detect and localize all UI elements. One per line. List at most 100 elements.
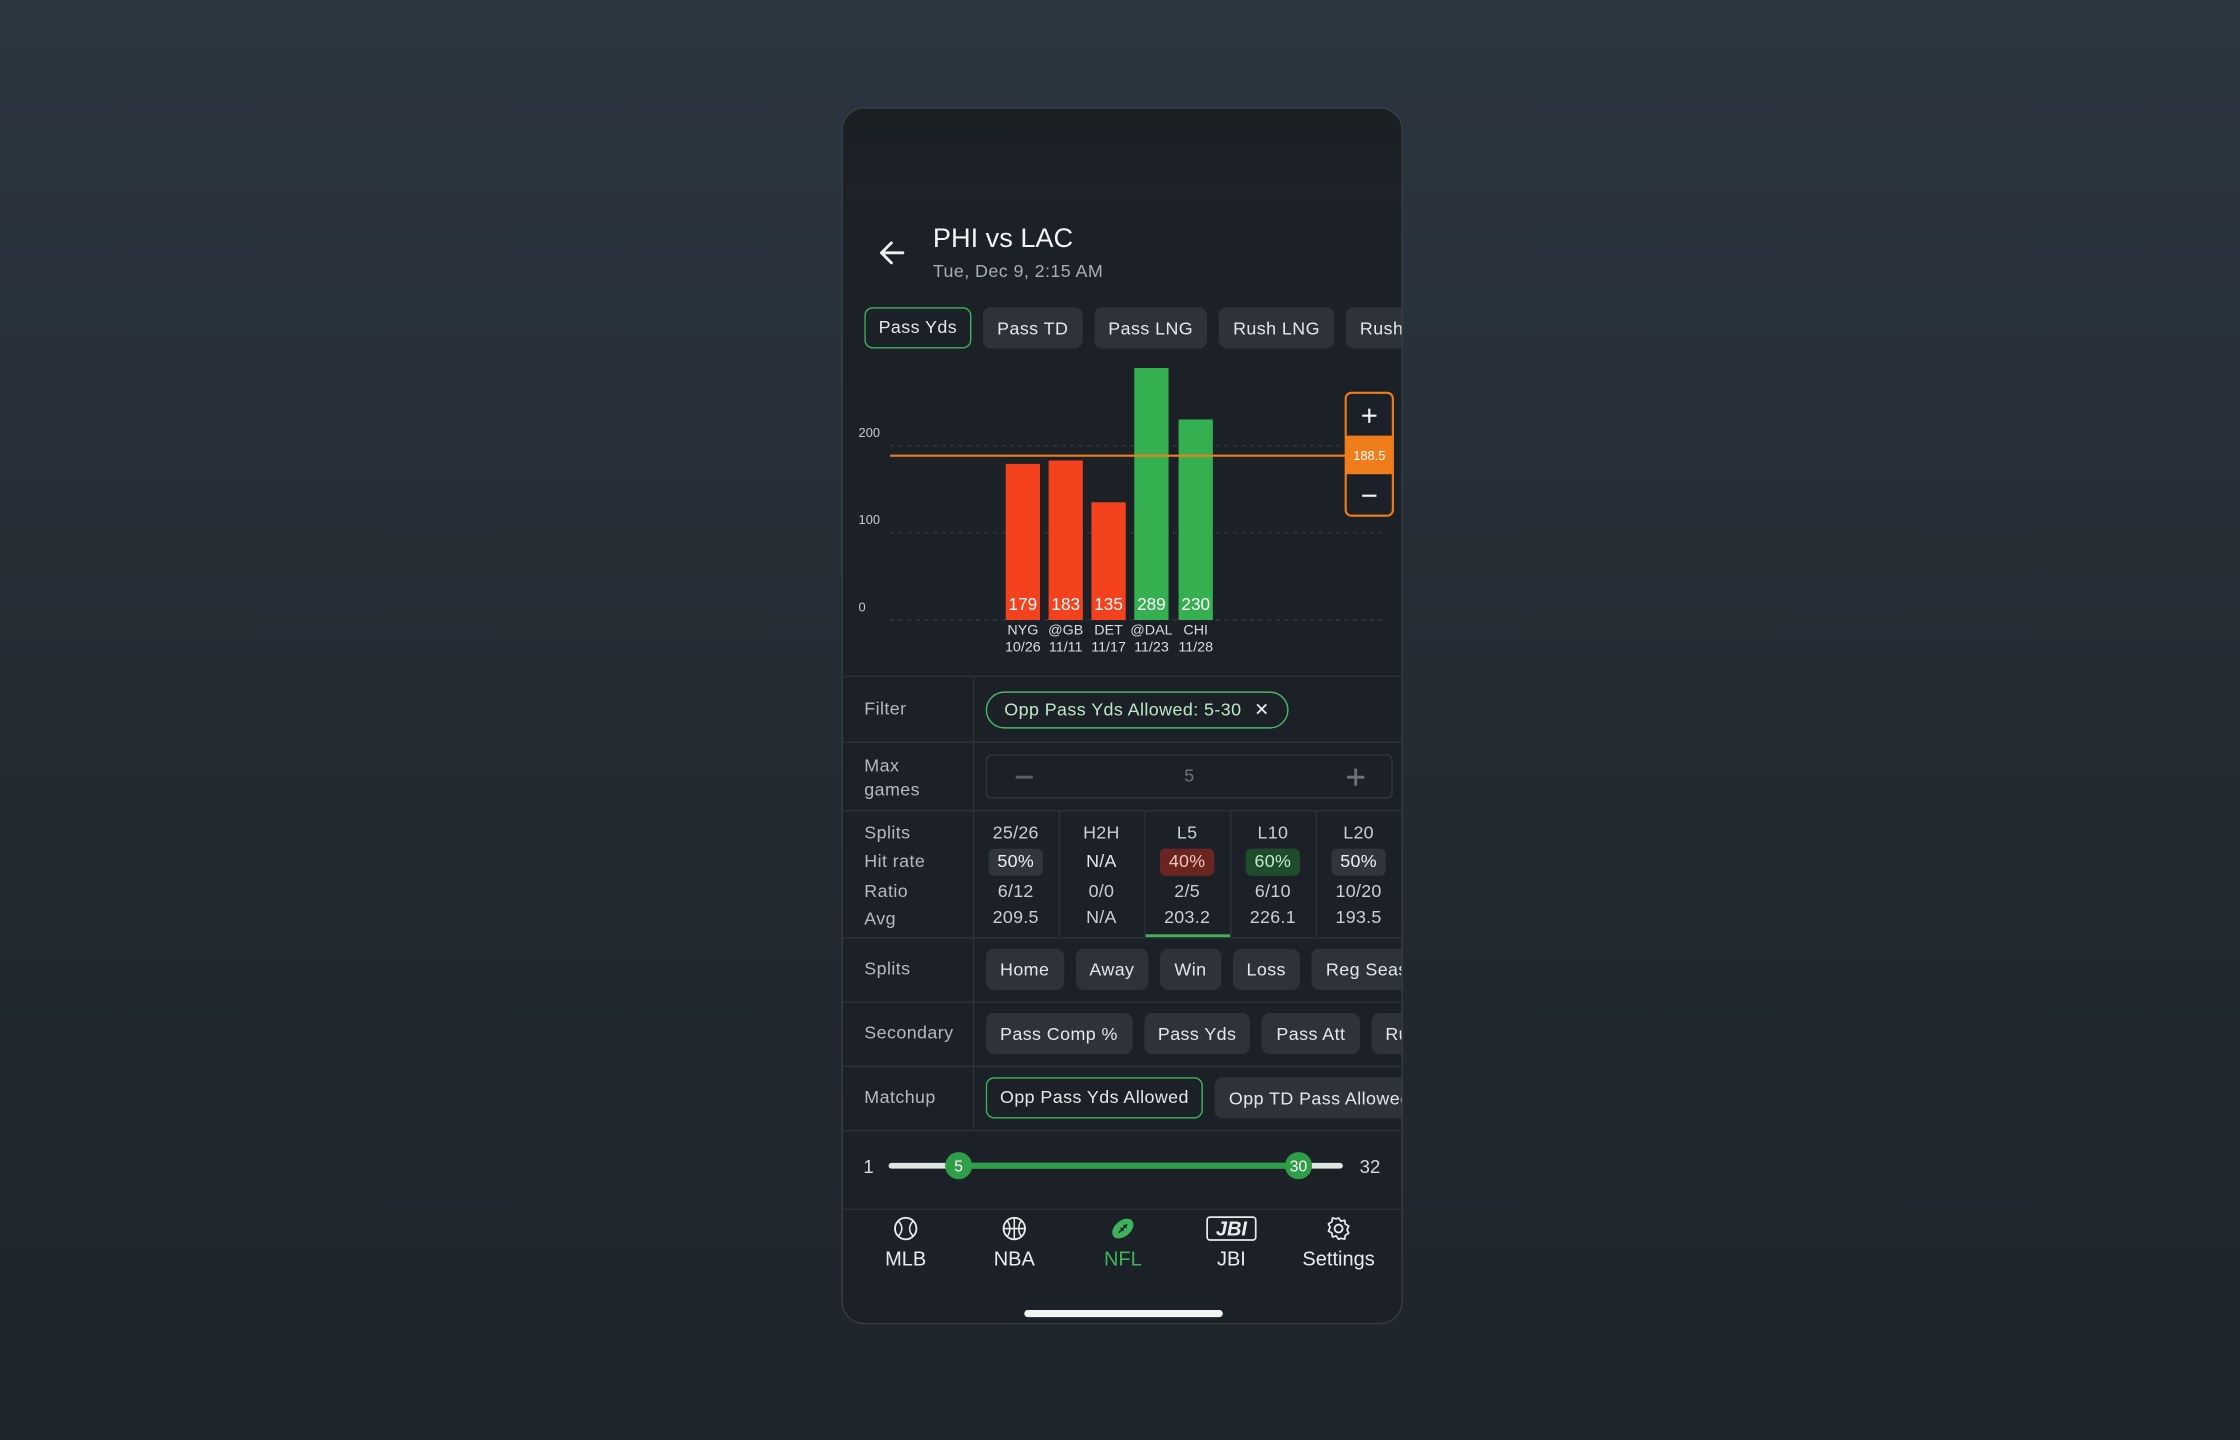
- chip[interactable]: Loss: [1232, 948, 1301, 991]
- chip-row: Opp Pass Yds Allowed Opp TD Pass Allowed: [985, 1077, 1402, 1119]
- value-label: 179: [1009, 594, 1038, 614]
- selected-underline: [1145, 934, 1231, 938]
- divider: [1230, 810, 1232, 938]
- hit-rate-cell: 50%: [973, 848, 1059, 876]
- divider: [842, 1065, 1402, 1068]
- chip[interactable]: Pass Att: [1262, 1012, 1360, 1055]
- subtitle: Tue, Dec 9, 2:15 AM: [932, 261, 1104, 282]
- hit-rate-badge: N/A: [1086, 851, 1117, 872]
- hit-rate-badge: 40%: [1160, 848, 1215, 876]
- stepper: 5: [985, 754, 1393, 799]
- title: PHI vs LAC: [932, 224, 1074, 255]
- column-header: 25/26: [992, 822, 1039, 843]
- nav-label: JBI: [1216, 1247, 1246, 1271]
- column-header: L20: [1343, 822, 1374, 843]
- chip[interactable]: Win: [1160, 948, 1221, 991]
- chip[interactable]: Away: [1075, 948, 1149, 991]
- chip[interactable]: Rush: [1371, 1012, 1402, 1055]
- slider-knob-label: 5: [954, 1158, 963, 1175]
- chip[interactable]: Pass LNG: [1093, 307, 1208, 349]
- hit-rate-badge: 60%: [1245, 848, 1300, 876]
- line-plus[interactable]: [1362, 408, 1377, 423]
- chip[interactable]: Home: [985, 948, 1064, 991]
- nav-icon: JBI: [1206, 1216, 1257, 1241]
- slider-max: 32: [1360, 1156, 1381, 1177]
- chip[interactable]: Pass Comp %: [985, 1012, 1133, 1055]
- y-tick-label: 200: [859, 425, 880, 440]
- plus-button[interactable]: [1346, 767, 1366, 787]
- stat-tabs: Pass Yds Pass TD Pass LNG Rush LNG Rush: [864, 307, 1402, 349]
- divider: [842, 741, 1402, 743]
- nav-item[interactable]: Settings: [1284, 1216, 1393, 1270]
- slider-knob[interactable]: [945, 1152, 973, 1180]
- nav-label: Settings: [1302, 1247, 1375, 1271]
- chip[interactable]: Pass Yds: [1143, 1012, 1251, 1055]
- divider: [842, 1208, 1402, 1211]
- divider: [1058, 810, 1061, 938]
- ratio: 0/0: [1088, 881, 1115, 902]
- value-label: 135: [1094, 594, 1123, 614]
- hit-rate-badge: 50%: [1331, 848, 1386, 876]
- chip[interactable]: Opp Pass Yds Allowed: [985, 1077, 1204, 1119]
- chip[interactable]: Pass TD: [982, 307, 1083, 349]
- x-tick-date: 11/11: [1049, 639, 1083, 655]
- row-label: Secondary: [864, 1022, 954, 1043]
- filter-text: Opp Pass Yds Allowed: 5-30: [1004, 700, 1242, 721]
- bar: [1005, 463, 1041, 621]
- x-tick-label: NYG: [1007, 622, 1038, 638]
- nav-icon: [894, 1216, 918, 1241]
- row-label: Matchup: [864, 1087, 936, 1108]
- hit-rate-cell: 40%: [1144, 848, 1230, 876]
- bar: [1091, 502, 1126, 621]
- hit-rate-badge: 50%: [988, 848, 1043, 876]
- x-tick-label: CHI: [1183, 622, 1208, 638]
- avg: 193.5: [1335, 907, 1382, 928]
- avg: N/A: [1086, 907, 1117, 928]
- row-label: Splits: [864, 822, 911, 843]
- nav-icon: [1112, 1218, 1134, 1239]
- divider: [1315, 810, 1318, 938]
- chip[interactable]: Rush: [1345, 307, 1402, 349]
- chip[interactable]: Rush LNG: [1218, 307, 1335, 349]
- x-tick-date: 11/23: [1134, 639, 1169, 655]
- divider: [842, 1130, 1402, 1132]
- y-tick-label: 0: [859, 599, 866, 614]
- avg: 226.1: [1249, 907, 1296, 928]
- nav-label: NBA: [993, 1247, 1035, 1271]
- row-label: Hit rate: [864, 851, 926, 872]
- value-label: 289: [1137, 594, 1166, 614]
- divider: [842, 1001, 1402, 1003]
- value-label: 230: [1181, 594, 1210, 614]
- row-label: Ratio: [864, 881, 909, 902]
- minus-button[interactable]: [1015, 775, 1033, 779]
- nav-label: MLB: [885, 1247, 927, 1271]
- avg: 209.5: [992, 907, 1039, 928]
- nav-item[interactable]: NFL: [1069, 1216, 1178, 1270]
- chip[interactable]: Reg Season: [1311, 948, 1402, 991]
- filter-chip[interactable]: Opp Pass Yds Allowed: 5-30 ✕: [985, 691, 1289, 729]
- back-button[interactable]: [879, 239, 908, 268]
- hit-rate-cell: N/A: [1059, 849, 1145, 876]
- nav-item[interactable]: NBA: [960, 1216, 1069, 1270]
- range-slider[interactable]: 1 32 5 30: [843, 1137, 1403, 1194]
- bar: [1134, 368, 1169, 621]
- chip[interactable]: Opp TD Pass Allowed: [1214, 1077, 1402, 1119]
- ratio: 6/10: [1254, 881, 1291, 902]
- divider: [1144, 810, 1146, 938]
- slider-knob[interactable]: [1284, 1152, 1313, 1180]
- column-header: L10: [1257, 822, 1289, 843]
- line-value-bg: [1346, 435, 1393, 475]
- value-label: 183: [1051, 594, 1080, 614]
- phone-frame: PHI vs LAC Tue, Dec 9, 2:15 AM Pass Yds P…: [841, 107, 1403, 1325]
- column-header: L5: [1176, 822, 1198, 843]
- nav-item[interactable]: MLB: [851, 1216, 960, 1270]
- row-label: Splits: [864, 958, 911, 979]
- ratio: 6/12: [997, 881, 1034, 902]
- x-tick-label: @GB: [1048, 622, 1083, 638]
- nav-item[interactable]: JBI JBI: [1177, 1216, 1286, 1270]
- chip[interactable]: Pass Yds: [864, 307, 972, 349]
- ratio: 2/5: [1174, 881, 1200, 902]
